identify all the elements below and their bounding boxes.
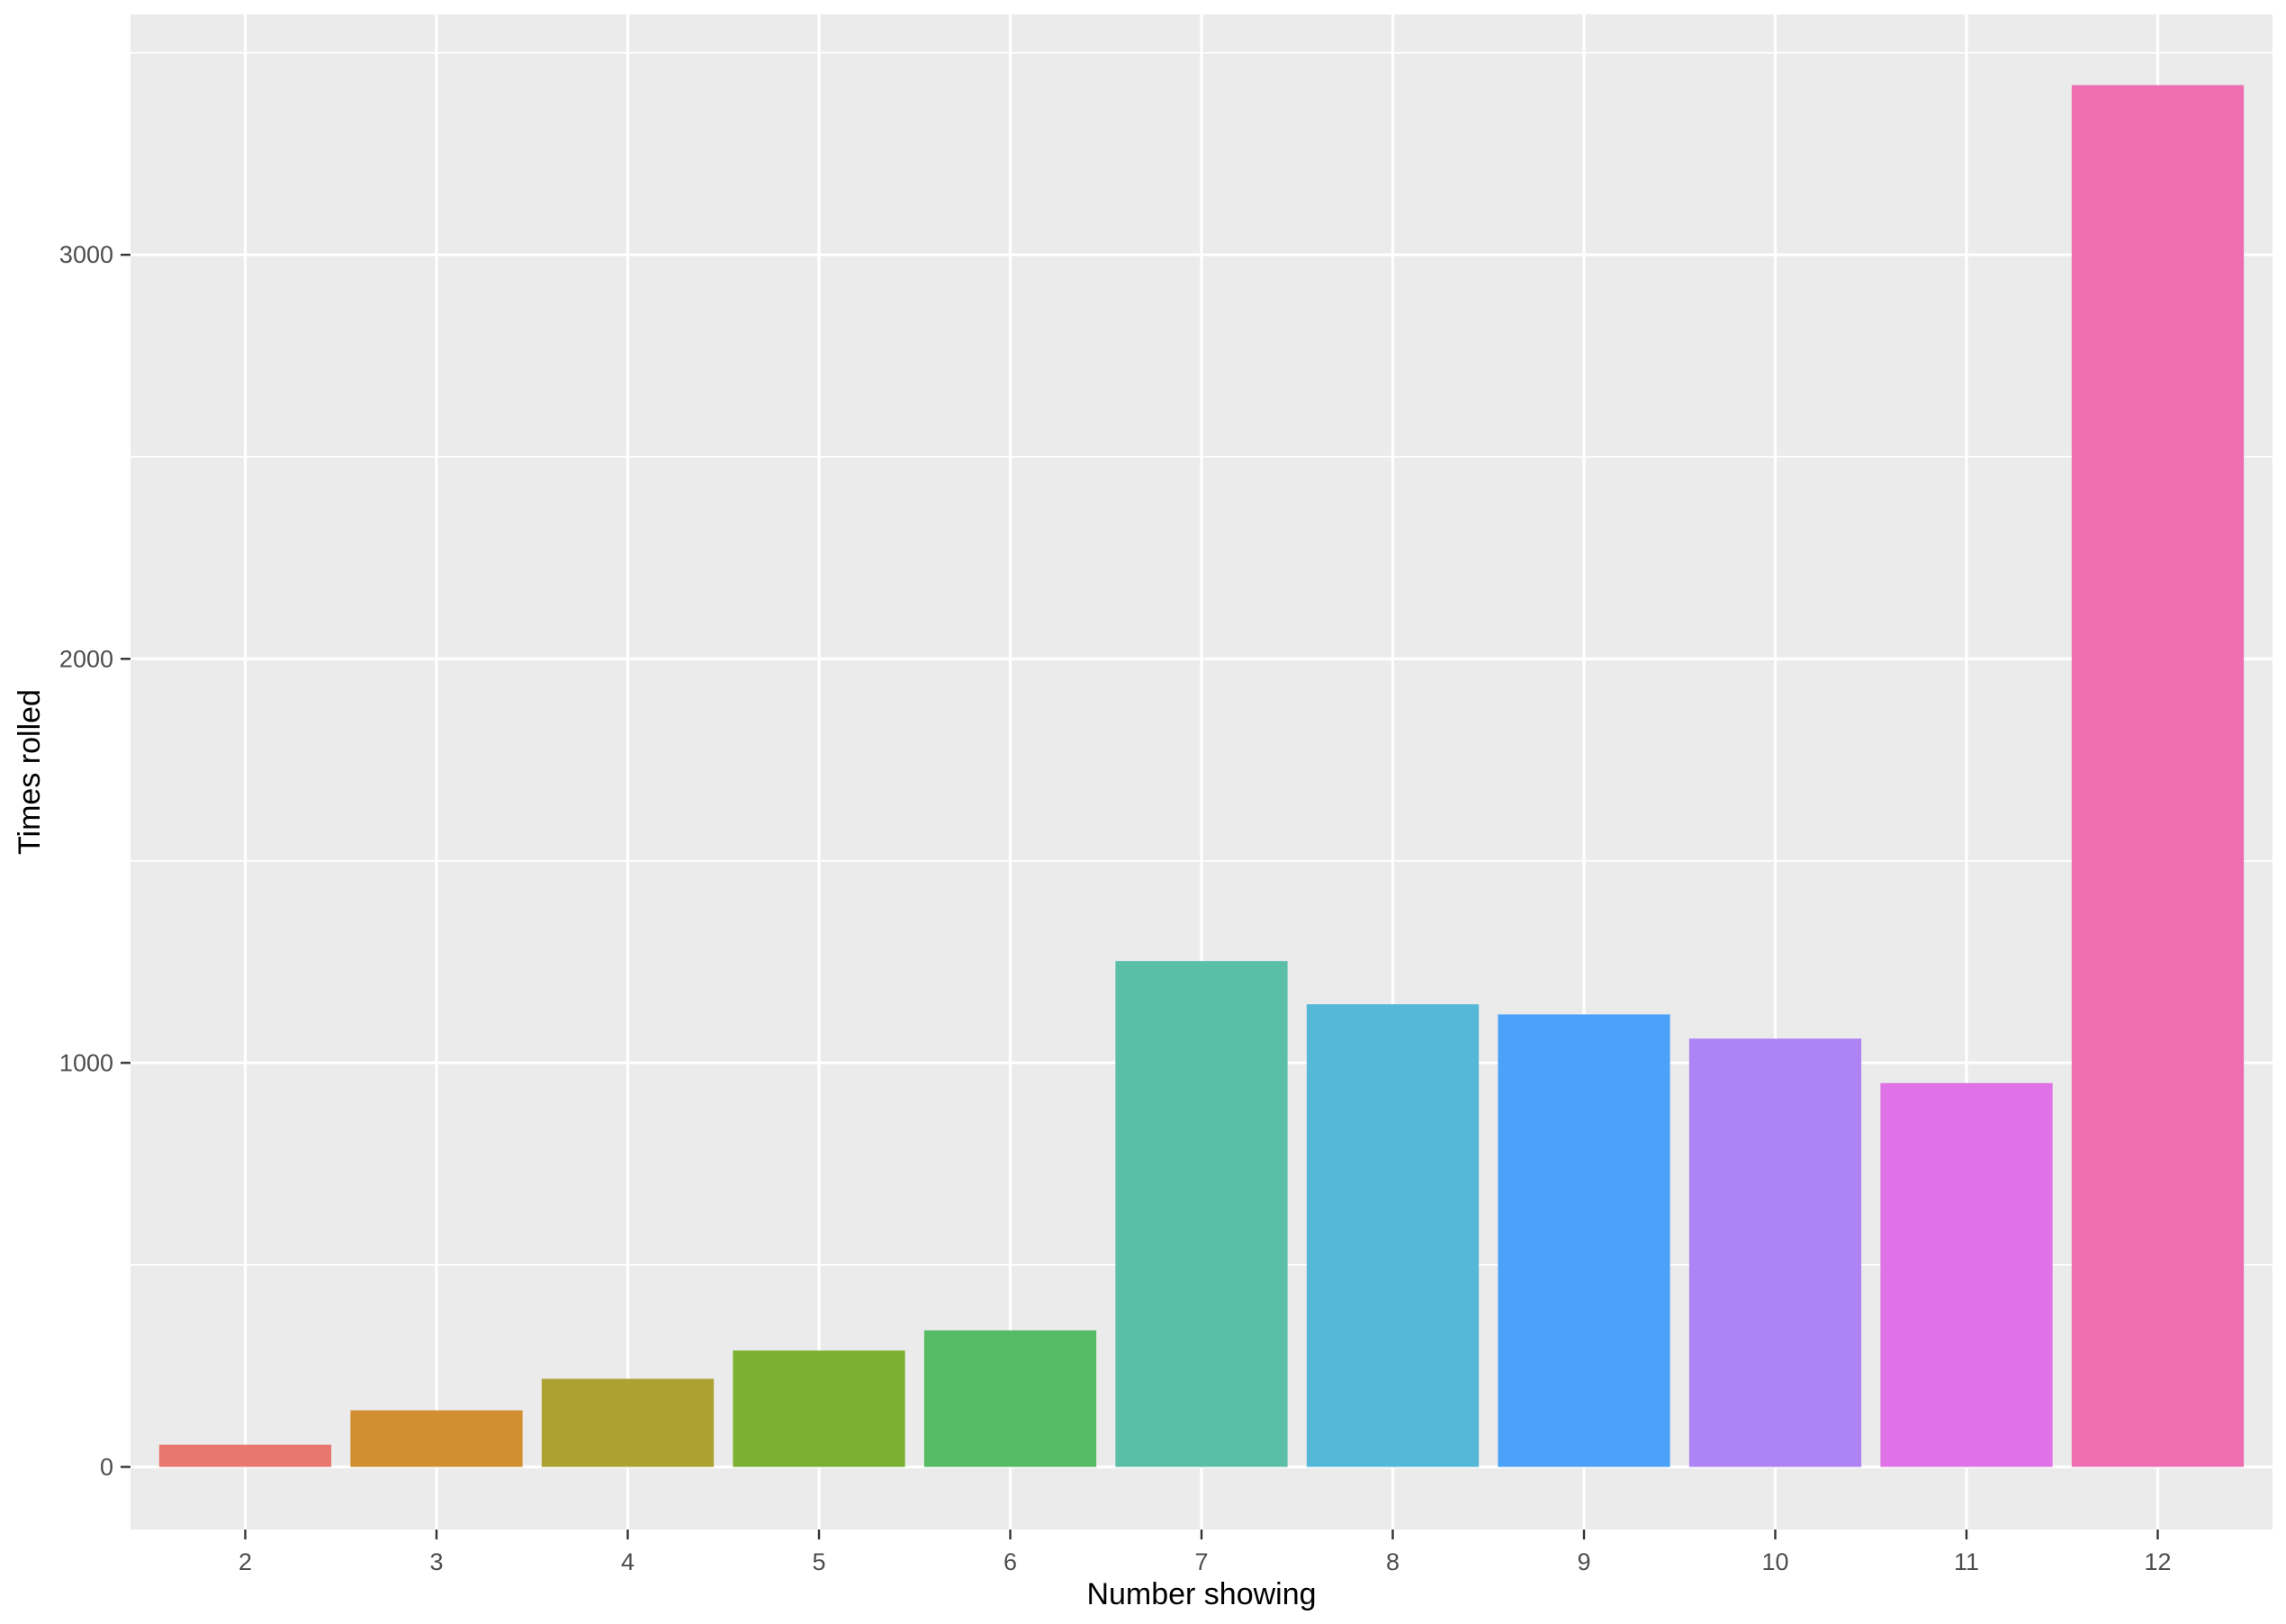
x-tick-label: 8	[1386, 1548, 1400, 1575]
x-tick-label: 12	[2144, 1548, 2171, 1575]
x-tick-label: 5	[812, 1548, 825, 1575]
bar-2	[158, 1444, 332, 1467]
x-tick-label: 7	[1194, 1548, 1208, 1575]
bars	[158, 85, 2245, 1467]
x-tick-label: 4	[621, 1548, 634, 1575]
y-axis: 0 1000 2000 3000	[59, 241, 130, 1480]
y-tick-label: 0	[100, 1453, 113, 1480]
x-tick-label: 10	[1761, 1548, 1788, 1575]
y-tick-label: 2000	[59, 645, 113, 672]
y-tick-label: 1000	[59, 1049, 113, 1076]
bar-10	[1688, 1038, 1862, 1467]
x-tick-label: 2	[238, 1548, 252, 1575]
bar-7	[1115, 961, 1288, 1467]
bar-11	[1880, 1082, 2053, 1467]
bar-4	[541, 1378, 715, 1467]
bar-12	[2071, 85, 2245, 1467]
x-tick-label: 3	[429, 1548, 443, 1575]
x-axis: 2 3 4 5 6 7 8 9 10 11 12	[238, 1530, 2172, 1575]
y-axis-title: Times rolled	[13, 689, 47, 855]
x-axis-title: Number showing	[1086, 1577, 1316, 1611]
bar-3	[350, 1410, 523, 1467]
bar-6	[923, 1330, 1097, 1467]
bar-9	[1498, 1014, 1670, 1467]
x-tick-label: 6	[1004, 1548, 1017, 1575]
bar-5	[733, 1350, 905, 1467]
x-tick-label: 11	[1954, 1548, 1979, 1575]
bar-8	[1306, 1004, 1480, 1467]
y-tick-label: 3000	[59, 241, 113, 268]
x-tick-label: 9	[1577, 1548, 1590, 1575]
